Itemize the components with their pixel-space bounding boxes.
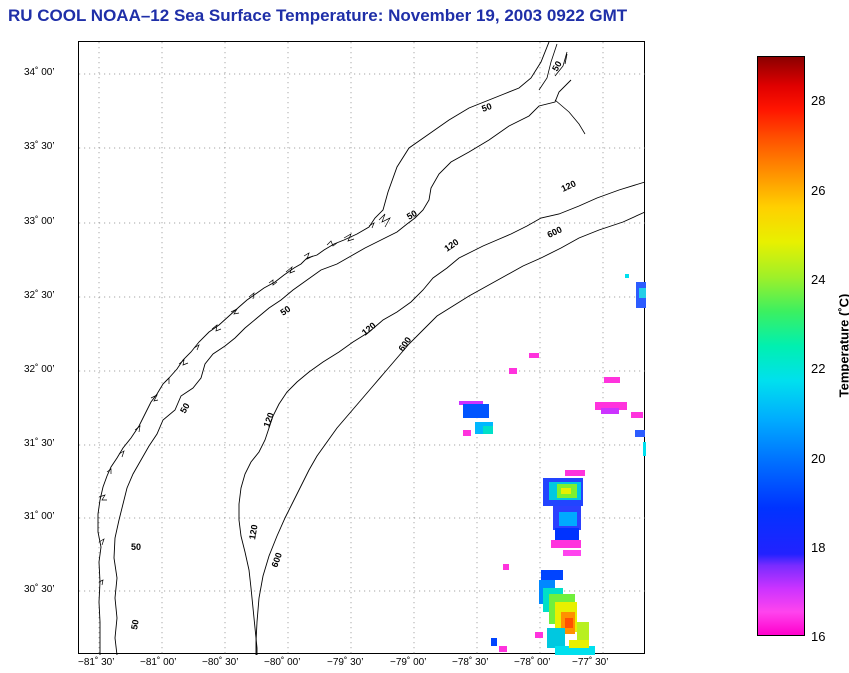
lon-label: −81˚ 30’ [78,657,115,668]
contour-label: 50 [178,401,192,415]
sst-patch [559,512,577,526]
contour-label: 600 [396,335,413,353]
coastline [97,42,550,655]
lat-label: 31˚ 30’ [24,438,55,449]
sst-patch [499,646,507,652]
lat-label: 30˚ 30’ [24,584,55,595]
lon-label: −79˚ 30’ [327,657,364,668]
sst-patch [601,408,619,414]
sst-patch [569,640,589,648]
colorbar-tick-label: 18 [811,540,826,555]
contour-label: 120 [261,411,276,429]
lat-label: 32˚ 00’ [24,364,55,375]
contour-label: 120 [560,178,578,193]
sst-patch [595,402,627,410]
sst-patch [541,570,563,580]
lon-label: −78˚ 30’ [452,657,489,668]
sst-map-panel: 50 50 50 50 50 50 50 120 120 120 120 120… [78,41,646,655]
coastal-marsh [98,213,391,586]
colorbar-title: Temperature (˚C) [836,293,849,398]
isobath-600m [255,211,646,655]
sst-patch [563,550,581,556]
sst-patch [483,426,493,434]
contour-label: 50 [131,542,141,552]
colorbar-tick-label: 16 [811,629,826,644]
colorbar-tick-label: 24 [811,272,826,287]
isobath-50m-tail [554,53,586,135]
sst-patch [491,638,497,646]
sst-patch [551,540,581,548]
colorbar-tick-label: 28 [811,93,826,108]
sst-patch [639,288,646,298]
sst-patch [459,401,483,405]
lon-label: −80˚ 00’ [264,657,301,668]
contour-label: 50 [405,208,419,222]
graticule [79,42,646,655]
contour-label: 120 [442,237,460,254]
sst-patch [509,368,517,374]
sst-patch [625,274,629,278]
contour-label: 600 [546,224,564,239]
lat-label: 33˚ 00’ [24,216,55,227]
sst-patch [529,353,539,358]
lat-label: 33˚ 30’ [24,141,55,152]
sst-patch [643,442,646,456]
temperature-colorbar [757,56,805,636]
contour-label: 50 [278,304,292,318]
contour-label: 50 [129,619,141,631]
map-title: RU COOL NOAA–12 Sea Surface Temperature:… [8,6,628,25]
sst-patch [565,618,573,628]
isobath-120m [238,181,646,655]
contour-label: 50 [480,101,493,114]
lon-label: −81˚ 00’ [140,657,177,668]
lat-label: 32˚ 30’ [24,290,55,301]
sst-patch [635,430,645,437]
sst-patch [561,488,571,494]
sst-patch [631,412,643,418]
contour-label: 120 [360,320,378,337]
isobath-50m [113,79,572,655]
sst-pixels [459,274,646,655]
lon-label: −80˚ 30’ [202,657,239,668]
lon-label: −77˚ 30’ [572,657,609,668]
colorbar-tick-label: 26 [811,183,826,198]
lat-label: 34˚ 00’ [24,67,55,78]
sst-patch [547,628,565,648]
sst-map: 50 50 50 50 50 50 50 120 120 120 120 120… [79,42,646,655]
contour-label: 120 [247,524,259,541]
sst-patch [535,632,543,638]
contour-label: 50 [550,59,564,73]
lon-label: −79˚ 00’ [390,657,427,668]
sst-patch [555,646,595,655]
lat-label: 31˚ 00’ [24,511,55,522]
sst-patch [463,430,471,436]
sst-patch [555,528,579,540]
contour-label: 600 [269,551,284,569]
sst-patch [503,564,509,570]
sst-patch [565,470,585,476]
colorbar-tick-label: 20 [811,451,826,466]
sst-patch [604,377,620,383]
lon-label: −78˚ 00’ [514,657,551,668]
colorbar-tick-label: 22 [811,361,826,376]
cape-fear-shoal [538,43,568,91]
sst-patch [463,404,489,418]
